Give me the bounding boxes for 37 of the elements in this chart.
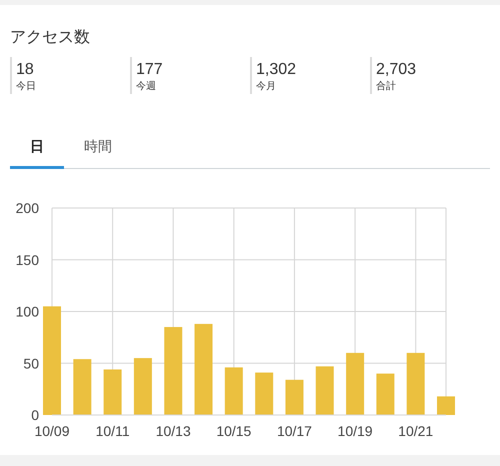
- text: 1,302: [256, 61, 296, 78]
- x-tick-label: 10/21: [398, 423, 434, 439]
- x-tick-label: 10/15: [216, 423, 252, 439]
- text: 177: [136, 61, 163, 78]
- text: 日: [30, 138, 44, 154]
- text: 2,703: [376, 61, 416, 78]
- x-tick-label: 10/13: [156, 423, 191, 439]
- y-tick-label: 100: [16, 304, 40, 320]
- y-tick-label: 50: [23, 355, 40, 372]
- bar: [346, 352, 364, 415]
- bar: [255, 372, 274, 415]
- text: 今月: [256, 80, 276, 92]
- y-tick-label: 150: [16, 252, 40, 268]
- text: 時間: [84, 138, 112, 154]
- bar: [134, 358, 152, 415]
- x-tick-label: 10/19: [338, 423, 373, 439]
- bar: [43, 306, 61, 415]
- text: 今日: [16, 80, 36, 92]
- bar: [104, 369, 122, 415]
- bar: [316, 366, 334, 415]
- bar: [437, 396, 455, 415]
- text: 18: [16, 61, 34, 78]
- bar: [285, 380, 304, 415]
- x-tick-label: 10/17: [276, 423, 312, 439]
- x-tick-label: 10/11: [96, 423, 130, 439]
- bar: [194, 324, 213, 415]
- bar: [73, 359, 92, 415]
- bar: [224, 367, 243, 415]
- text: アクセス数: [10, 29, 90, 46]
- y-tick-label: 0: [31, 407, 40, 423]
- bar: [406, 352, 425, 415]
- bar: [164, 327, 182, 415]
- text: 合計: [376, 80, 396, 92]
- bar: [376, 374, 394, 415]
- x-tick-label: 10/09: [34, 423, 70, 439]
- text: 今週: [136, 80, 156, 92]
- y-tick-label: 200: [16, 200, 40, 216]
